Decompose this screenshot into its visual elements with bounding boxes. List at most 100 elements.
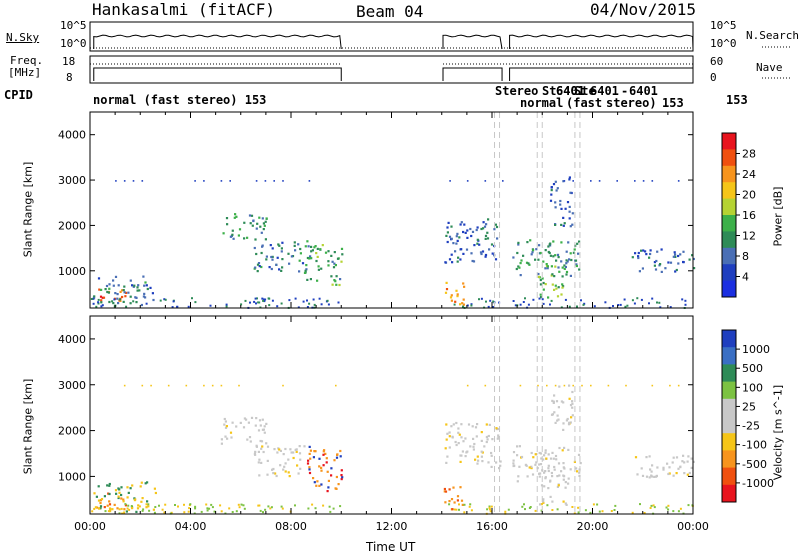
data-cell <box>578 240 581 243</box>
data-cell <box>655 259 658 263</box>
data-cell <box>475 228 478 232</box>
data-cell <box>312 456 315 459</box>
ground-cell <box>453 303 456 306</box>
data-cell <box>479 251 483 254</box>
data-cell <box>143 284 146 287</box>
range-dot <box>203 180 205 182</box>
range-dot <box>598 180 601 182</box>
range-dot <box>651 384 654 387</box>
data-cell <box>562 462 565 465</box>
ground-cell <box>205 503 208 506</box>
range-dot <box>563 180 566 182</box>
data-cell <box>306 462 310 465</box>
ground-cell <box>489 510 492 513</box>
data-cell <box>487 434 490 438</box>
data-cell <box>278 448 281 451</box>
data-cell <box>517 475 520 478</box>
data-cell <box>476 238 479 241</box>
data-cell <box>528 466 531 469</box>
data-cell <box>539 472 542 475</box>
data-cell <box>664 267 667 270</box>
ground-cell <box>235 510 238 513</box>
data-cell <box>578 268 581 271</box>
data-cell <box>542 501 545 504</box>
ground-cell <box>519 303 522 306</box>
data-cell <box>572 251 575 254</box>
data-cell <box>476 423 479 426</box>
data-cell <box>563 467 566 470</box>
data-cell <box>445 281 448 284</box>
data-cell <box>569 274 572 277</box>
data-cell <box>322 450 325 453</box>
data-cell <box>243 221 246 224</box>
data-cell <box>282 453 285 456</box>
ground-cell <box>522 301 525 303</box>
data-cell <box>137 504 140 507</box>
data-cell <box>281 241 284 244</box>
data-cell <box>544 451 547 454</box>
data-cell <box>539 278 542 282</box>
data-cell <box>557 418 560 421</box>
data-cell <box>569 421 572 424</box>
data-cell <box>552 457 555 460</box>
ground-cell <box>211 506 214 509</box>
data-cell <box>566 417 569 421</box>
nsky-line <box>442 34 503 50</box>
ground-cell <box>577 506 580 509</box>
ground-cell <box>276 305 279 308</box>
ground-cell <box>665 506 668 509</box>
data-cell <box>135 510 138 513</box>
data-cell <box>288 475 291 478</box>
data-cell <box>457 442 460 445</box>
ground-cell <box>158 504 160 507</box>
data-cell <box>446 455 449 458</box>
data-cell <box>557 484 560 487</box>
data-cell <box>220 438 223 441</box>
data-cell <box>682 250 685 253</box>
data-cell <box>464 231 467 234</box>
data-cell <box>457 427 460 430</box>
velocity-cbar-swatch <box>722 450 736 469</box>
data-cell <box>556 414 559 417</box>
data-cell <box>331 260 334 263</box>
data-cell <box>103 506 106 509</box>
data-cell <box>563 222 566 225</box>
ground-cell <box>648 302 650 305</box>
data-cell <box>526 475 529 478</box>
cpid-entry: - <box>621 84 629 98</box>
freq-line <box>93 67 342 81</box>
x-tick-label: 00:00 <box>74 520 106 533</box>
data-cell <box>279 464 282 467</box>
power-cbar-swatch <box>722 133 736 150</box>
ground-cell <box>653 506 656 509</box>
data-cell <box>270 255 273 259</box>
data-cell <box>487 461 490 464</box>
data-cell <box>543 485 546 488</box>
data-cell <box>562 422 565 425</box>
data-cell <box>540 503 543 506</box>
data-cell <box>495 461 498 464</box>
data-cell <box>461 302 464 305</box>
data-cell <box>318 465 321 468</box>
data-cell <box>549 199 553 202</box>
freq-unit-label: [MHz] <box>8 66 42 79</box>
ground-cell <box>488 506 491 509</box>
data-cell <box>659 263 662 266</box>
data-cell <box>516 445 519 448</box>
data-cell <box>146 500 149 503</box>
ground-cell <box>189 503 192 506</box>
range-dot <box>625 384 627 387</box>
ground-cell <box>551 509 554 511</box>
data-cell <box>461 503 464 506</box>
data-cell <box>548 243 551 246</box>
ground-cell <box>228 507 231 510</box>
data-cell <box>299 467 302 470</box>
data-cell <box>547 296 550 299</box>
range-dot <box>115 180 117 182</box>
data-cell <box>653 264 656 267</box>
ground-cell <box>549 303 551 306</box>
range-dot <box>273 180 275 182</box>
data-cell <box>550 189 553 192</box>
ground-cell <box>643 512 646 514</box>
data-cell <box>677 467 680 470</box>
